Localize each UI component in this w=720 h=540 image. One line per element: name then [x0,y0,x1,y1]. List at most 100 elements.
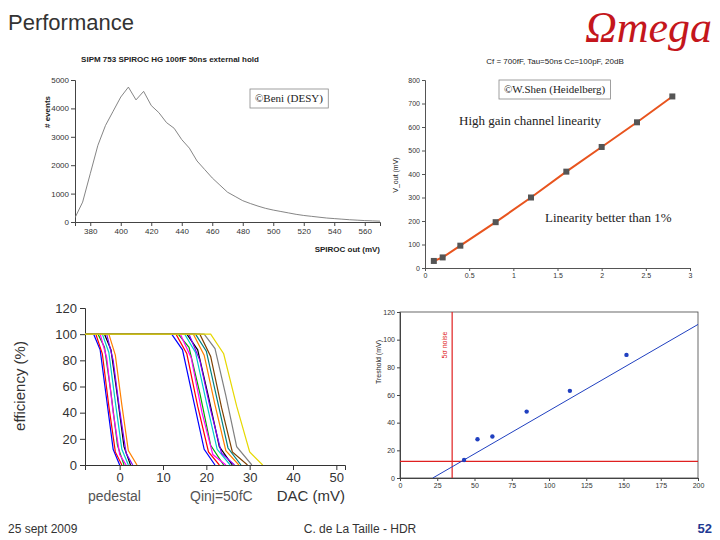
data-point [563,169,569,175]
chart: 00.511.522.530100200300400500600700800Cf… [392,57,693,279]
x-axis-tick-mark [365,222,366,226]
credit-box [499,80,611,99]
x-axis-tick-mark [549,478,550,481]
x-axis-tick: 20 [200,465,214,485]
series-line [85,334,131,465]
x-axis-tick: 0.5 [465,268,475,279]
y-axis-tick-label: 100 [383,336,395,343]
series-line [85,334,263,465]
y-axis-tick-label: 3000 [51,133,69,142]
y-axis-tick: 40 [63,405,85,420]
y-axis-tick-mark [397,367,400,368]
y-axis-tick: 500 [408,147,425,154]
y-axis-tick: 60 [63,379,85,394]
x-axis-tick-mark [437,478,438,481]
x-axis-tick-label: 400 [115,227,129,236]
x-axis-tick-label: 125 [581,482,593,489]
y-axis-tick-mark [422,221,425,222]
y-axis-tick: 80 [387,364,400,371]
y-axis-tick: 0 [70,458,85,473]
y-axis-tick: 120 [383,309,400,316]
chart: 0255075100125150175200020406080100120Tre… [375,309,704,489]
y-axis-tick-mark [71,80,75,81]
y-axis-tick-label: 60 [387,392,395,399]
x-axis-title: DAC (mV) [277,487,345,504]
plot-marks [400,312,698,478]
y-axis: 020406080100120 [383,309,400,482]
x-axis-tick-mark [558,268,559,271]
y-axis-tick: 3000 [51,133,75,142]
x-axis-tick: 540 [328,222,342,236]
x-axis-tick-mark [90,222,91,226]
credit-box [250,89,328,108]
y-axis-tick-mark [397,340,400,341]
threshold-vline [452,312,453,478]
data-point [528,195,534,201]
y-axis-tick-label: 0 [391,475,395,482]
y-axis-tick: 120 [55,301,85,316]
series-line [85,334,133,465]
x-axis-tick-label: 150 [618,482,630,489]
y-axis-tick-mark [422,151,425,152]
x-axis-tick-label: 420 [145,227,159,236]
x-axis-tick: 560 [359,222,373,236]
x-axis-tick-label: 0.5 [465,272,475,279]
x-axis-tick: 30 [243,465,257,485]
series-line [85,334,226,465]
x-axis-tick-mark [182,222,183,226]
y-axis-tick-mark [397,478,400,479]
x-axis: 00.511.522.53 [424,268,693,279]
x-axis-title: SPIROC out (mV) [315,245,381,254]
x-axis-tick: 0 [117,465,124,485]
y-axis-tick-mark [71,222,75,223]
x-axis-tick-label: 10 [156,470,170,485]
y-axis-tick: 800 [408,77,425,84]
y-axis-tick-mark [71,108,75,109]
x-axis-tick-mark [151,222,152,226]
x-axis-line [426,269,691,272]
x-axis-tick-mark [243,222,244,226]
data-point [475,437,479,441]
y-axis-tick-mark [71,137,75,138]
x-axis-tick-label: 540 [328,227,342,236]
y-axis-tick-label: 120 [383,309,395,316]
x-axis-tick-label: 2 [600,272,604,279]
x-axis-tick-label: 500 [267,227,281,236]
y-axis-tick-label: 700 [408,100,420,107]
x-axis-tick: 2.5 [641,268,651,279]
y-axis-tick-mark [71,194,75,195]
y-axis-tick-mark [422,268,425,269]
y-axis-tick-mark [71,165,75,166]
x-axis-tick: 3 [689,268,693,279]
y-axis-tick: 20 [387,447,400,454]
x-axis-line [86,466,346,471]
x-axis-tick: 125 [581,478,593,489]
x-axis-tick-label: 440 [176,227,190,236]
x-axis-tick-label: 100 [544,482,556,489]
y-axis-tick-label: 0 [65,218,70,227]
x-axis-tick-mark [646,268,647,271]
y-axis-tick-mark [422,198,425,199]
y-axis: 020406080100120 [55,301,85,473]
x-axis-tick-mark [334,222,335,226]
x-axis-tick-mark [469,268,470,271]
data-point [624,353,628,357]
x-axis-tick-label: 560 [359,227,373,236]
annotation: pedestal [88,488,141,504]
x-axis-tick-label: 1 [512,272,516,279]
y-axis-tick-mark [397,312,400,313]
y-axis-tick-label: 5000 [51,76,69,85]
y-axis-tick-mark [80,334,85,335]
y-axis-tick-label: 120 [55,301,77,316]
x-axis-tick-label: 460 [206,227,220,236]
x-axis-tick-mark [121,222,122,226]
x-axis-line [76,223,381,227]
series-line [85,334,126,465]
y-axis-tick-mark [80,439,85,440]
y-axis-tick-label: 2000 [51,161,69,170]
y-axis-tick-label: 0 [70,458,77,473]
chart: 01020304050020406080100120efficiency (%)… [11,301,346,504]
series-line [85,334,235,465]
y-axis-tick-mark [80,465,85,466]
x-axis-tick: 50 [471,478,479,489]
